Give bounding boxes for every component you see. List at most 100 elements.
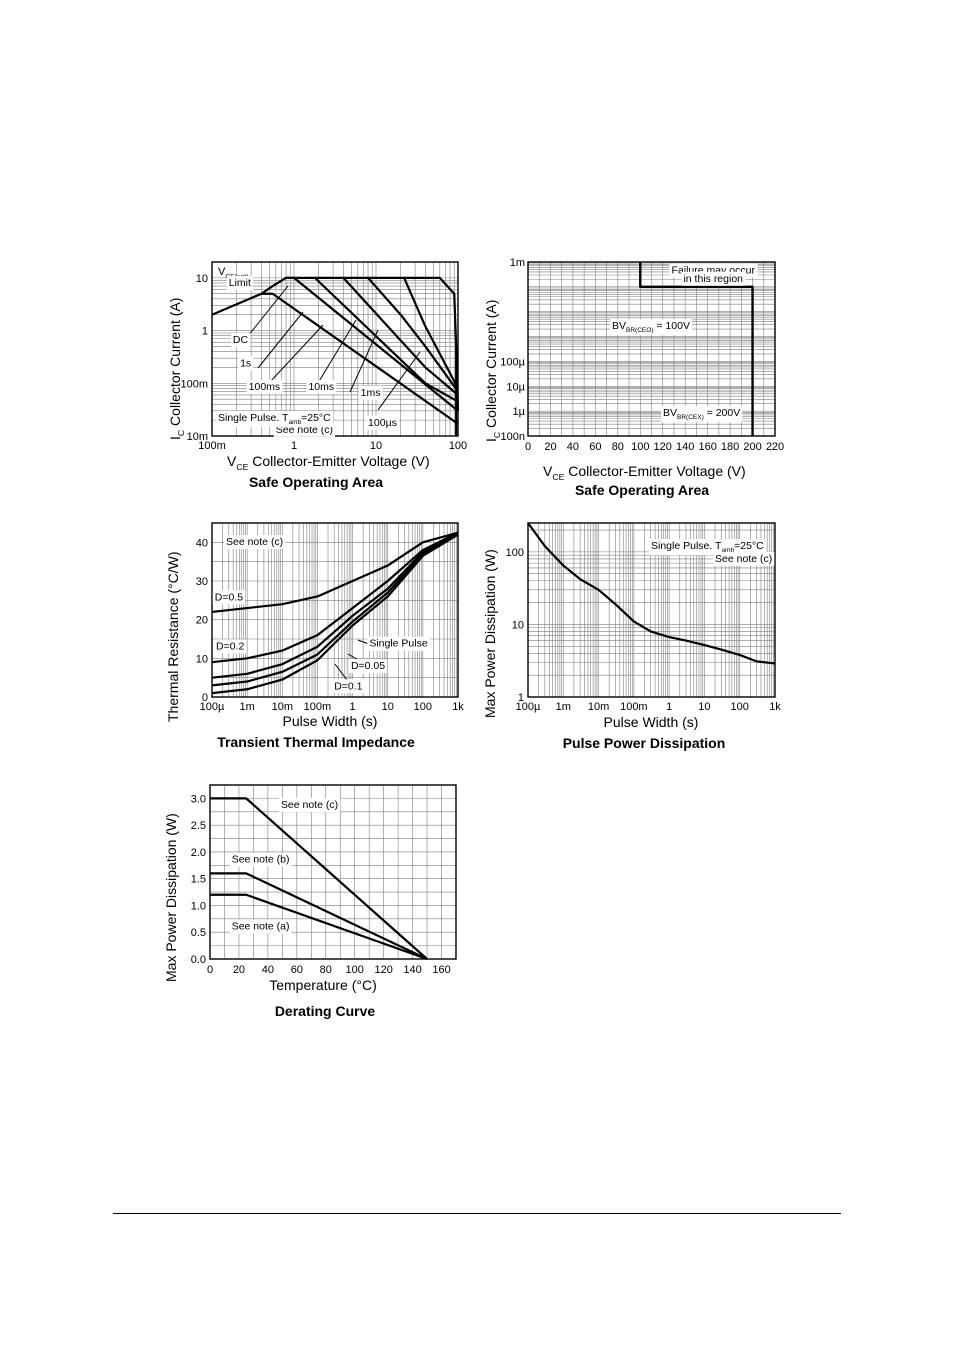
soa-note-part: Single Pulse. T	[218, 412, 289, 424]
soa2-bvceo-label: BVBR(CEO) = 100V	[612, 320, 690, 334]
soa-curve-label-bg	[366, 415, 399, 430]
ppd-note-part: Single Pulse. T	[651, 540, 722, 552]
ppd-note-part: =25°C	[734, 540, 764, 552]
ppd-title: Pulse Power Dissipation	[563, 735, 726, 751]
thermal-series-line	[211, 531, 459, 614]
derating-series-line	[210, 872, 428, 960]
soa-series-line	[314, 276, 459, 396]
soa-y-axis-label-part: Collector Current (A)	[167, 298, 183, 430]
soa-note: Single Pulse. Tamb=25°C	[218, 412, 331, 426]
soa2-y-tick-label: 1m	[510, 257, 525, 269]
thermal-curve-label: See note (c)	[226, 536, 283, 548]
ppd-curve-label-bg	[713, 551, 775, 566]
soa2-bvcex-label-part: = 200V	[704, 407, 741, 419]
thermal-y-tick-label: 40	[196, 537, 208, 549]
thermal-y-tick-label: 30	[196, 576, 208, 588]
derating-x-tick-label: 20	[233, 964, 245, 976]
derating-y-tick-label: 1.0	[191, 900, 206, 912]
thermal-curve-label: D=0.1	[334, 680, 362, 692]
soa-y-axis-label-part: C	[176, 430, 186, 436]
soa-y-tick-label: 100m	[180, 378, 208, 390]
ppd-x-tick-label: 10m	[588, 701, 609, 713]
derating-curve-label-bg	[278, 798, 341, 813]
soa-note-bg	[216, 411, 334, 428]
derating-x-tick-label: 0	[207, 964, 213, 976]
derating-y-tick-label: 1.5	[191, 874, 206, 886]
soa-curve-label-bg	[230, 333, 251, 348]
soa2-bvcex-bg	[661, 406, 743, 423]
soa-series-line	[286, 276, 459, 403]
soa2-x-tick-label: 220	[766, 441, 784, 453]
soa-label-pointer	[377, 351, 421, 411]
soa2-x-tick-label: 160	[698, 441, 716, 453]
derating-curve-label: See note (c)	[281, 799, 338, 811]
ppd-y-tick-label: 1	[518, 692, 524, 704]
derating-x-tick-label: 120	[374, 964, 392, 976]
soa2-x-tick-label: 20	[544, 441, 556, 453]
thermal-series-line	[211, 531, 459, 664]
soa2-x-tick-label: 140	[676, 441, 694, 453]
ppd-note-bg	[649, 539, 767, 556]
soa-label-pointer	[269, 324, 324, 383]
derating-plot-frame	[209, 784, 457, 960]
thermal-x-tick-label: 100m	[304, 701, 332, 713]
derating-x-axis-label: Temperature (°C)	[269, 977, 377, 993]
thermal-y-tick-label: 0	[202, 692, 208, 704]
ppd-y-tick-label: 100	[506, 547, 524, 559]
ppd-series-line	[527, 522, 776, 665]
thermal-curve-label-bg	[332, 679, 365, 694]
soa-label-pointer	[314, 319, 357, 389]
ppd-y-axis-label: Max Power Dissipation (W)	[482, 549, 498, 718]
thermal-y-tick-label: 20	[196, 615, 208, 627]
soa2-y-tick-label: 100n	[501, 431, 525, 443]
derating-y-axis-label: Max Power Dissipation (W)	[163, 813, 179, 982]
derating-series-line	[210, 797, 428, 960]
soa-x-tick-label: 100	[449, 440, 467, 452]
soa2-bvceo-bg	[610, 319, 692, 336]
thermal-y-axis-label: Thermal Resistance (°C/W)	[165, 551, 181, 722]
derating-x-tick-label: 40	[262, 964, 274, 976]
footer-rule	[113, 1213, 841, 1214]
soa2-bvceo-label-part: BR(CEO)	[626, 327, 653, 334]
soa2-y-axis-label-part: I	[483, 438, 499, 442]
thermal-curve-label: D=0.2	[216, 640, 244, 652]
soa2-x-tick-label: 200	[743, 441, 761, 453]
soa-curve-label-bg	[306, 379, 337, 394]
soa2-y-tick-label: 100µ	[500, 356, 525, 368]
soa-y-tick-label: 10	[196, 273, 208, 285]
soa-note-part: =25°C	[301, 412, 331, 424]
ppd-x-axis-label: Pulse Width (s)	[604, 714, 699, 730]
soa-x-axis-label-part: Collector-Emitter Voltage (V)	[248, 453, 429, 469]
soa2-y-axis-label: IC Collector Current (A)	[483, 300, 502, 442]
thermal-x-tick-label: 1k	[452, 701, 464, 713]
thermal-series-line	[211, 533, 459, 687]
derating-y-tick-label: 2.0	[191, 847, 206, 859]
soa2-plot-frame	[527, 261, 776, 437]
derating-series-line	[210, 893, 428, 961]
soa-curve-label: 1ms	[361, 387, 381, 399]
soa2-region-label: in this region	[683, 273, 743, 285]
thermal-x-tick-label: 10m	[272, 701, 293, 713]
ppd-curve-label: See note (c)	[715, 553, 772, 565]
thermal-title: Transient Thermal Impedance	[217, 734, 415, 750]
soa-curve-label-bg	[358, 385, 383, 400]
soa2-x-axis-label-part: CE	[552, 472, 564, 482]
soa2-title: Safe Operating Area	[575, 482, 709, 498]
soa2-series-line	[639, 262, 754, 436]
thermal-curve-label-bg	[367, 636, 430, 651]
ppd-note-part: amb	[721, 547, 734, 554]
thermal-x-tick-label: 100µ	[200, 701, 225, 713]
soa2-y-axis-label-part: C	[492, 432, 502, 438]
derating-x-tick-label: 60	[291, 964, 303, 976]
soa-x-tick-label: 100m	[198, 440, 226, 452]
ppd-x-tick-label: 10	[698, 701, 710, 713]
soa-curve-label-bg	[246, 379, 283, 394]
thermal-curve-label: D=0.05	[351, 660, 385, 672]
soa-y-tick-label: 1	[202, 326, 208, 338]
derating-curve-label: See note (a)	[232, 921, 290, 933]
soa2-bvceo-label-part: = 100V	[653, 320, 690, 332]
ppd-x-tick-label: 100µ	[516, 701, 541, 713]
thermal-x-tick-label: 1m	[240, 701, 255, 713]
soa2-bvcex-label-part: BR(CEX)	[677, 414, 704, 421]
derating-y-tick-label: 2.5	[191, 820, 206, 832]
